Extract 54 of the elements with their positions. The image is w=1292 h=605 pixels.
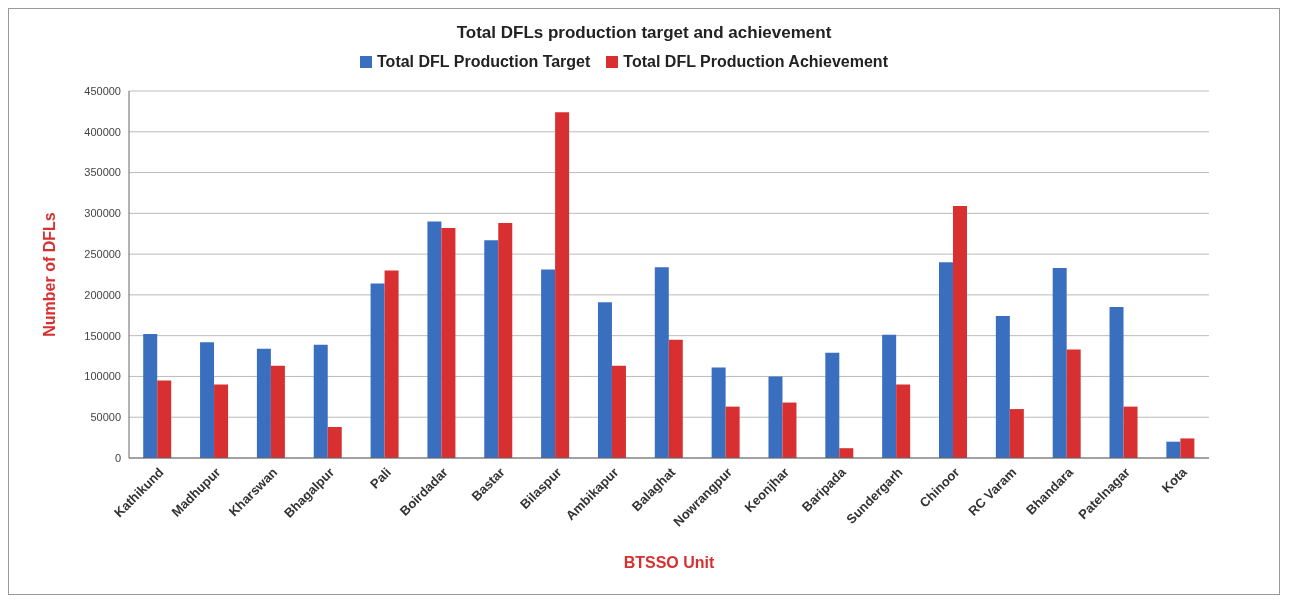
y-tick-label: 100000 — [84, 370, 121, 383]
bar — [256, 348, 271, 458]
bar — [668, 339, 683, 458]
bar — [882, 334, 897, 458]
bar — [611, 365, 626, 458]
bar — [484, 240, 499, 458]
bar — [313, 344, 328, 458]
bar — [597, 302, 612, 458]
bar — [1123, 406, 1138, 458]
bar — [1009, 409, 1024, 458]
bar — [1109, 307, 1124, 458]
chart-title: Total DFLs production target and achievement — [455, 23, 833, 43]
bar — [555, 112, 570, 458]
bar — [327, 427, 342, 458]
bar — [725, 406, 740, 458]
bar — [995, 316, 1010, 458]
bar — [200, 342, 215, 458]
y-tick-label: 150000 — [84, 329, 121, 342]
y-tick-label: 300000 — [84, 207, 121, 220]
x-tick-label: Pali — [367, 464, 394, 492]
bar — [427, 221, 442, 458]
y-tick-label: 250000 — [84, 248, 121, 261]
bar — [1066, 349, 1081, 458]
legend-label: Total DFL Production Target — [376, 53, 591, 71]
x-axis-title: BTSSO Unit — [623, 554, 715, 571]
bar — [214, 384, 229, 458]
y-tick-label: 450000 — [84, 84, 121, 97]
bar — [782, 402, 797, 458]
bar — [441, 228, 456, 458]
bar — [1180, 438, 1195, 458]
y-tick-label: 400000 — [84, 125, 121, 138]
legend-label: Total DFL Production Achievement — [622, 53, 888, 71]
bar — [896, 384, 911, 458]
bar — [370, 283, 385, 458]
bar — [953, 205, 967, 458]
bar — [839, 448, 854, 458]
bar — [498, 223, 513, 458]
bar — [384, 270, 399, 458]
bar — [654, 267, 669, 458]
bar — [1166, 441, 1181, 458]
bar — [270, 365, 285, 458]
bar — [939, 262, 953, 458]
bar — [1052, 267, 1067, 458]
bar — [143, 334, 158, 458]
bar — [711, 367, 726, 458]
y-tick-label: 50000 — [90, 411, 121, 424]
bar — [157, 380, 172, 458]
y-tick-label: 200000 — [84, 288, 121, 301]
y-tick-label: 0 — [114, 451, 121, 464]
bar — [768, 376, 783, 458]
bar — [825, 352, 840, 458]
y-tick-label: 350000 — [84, 166, 121, 179]
bar — [541, 269, 556, 458]
y-axis-title: Number of DFLs — [40, 212, 58, 337]
